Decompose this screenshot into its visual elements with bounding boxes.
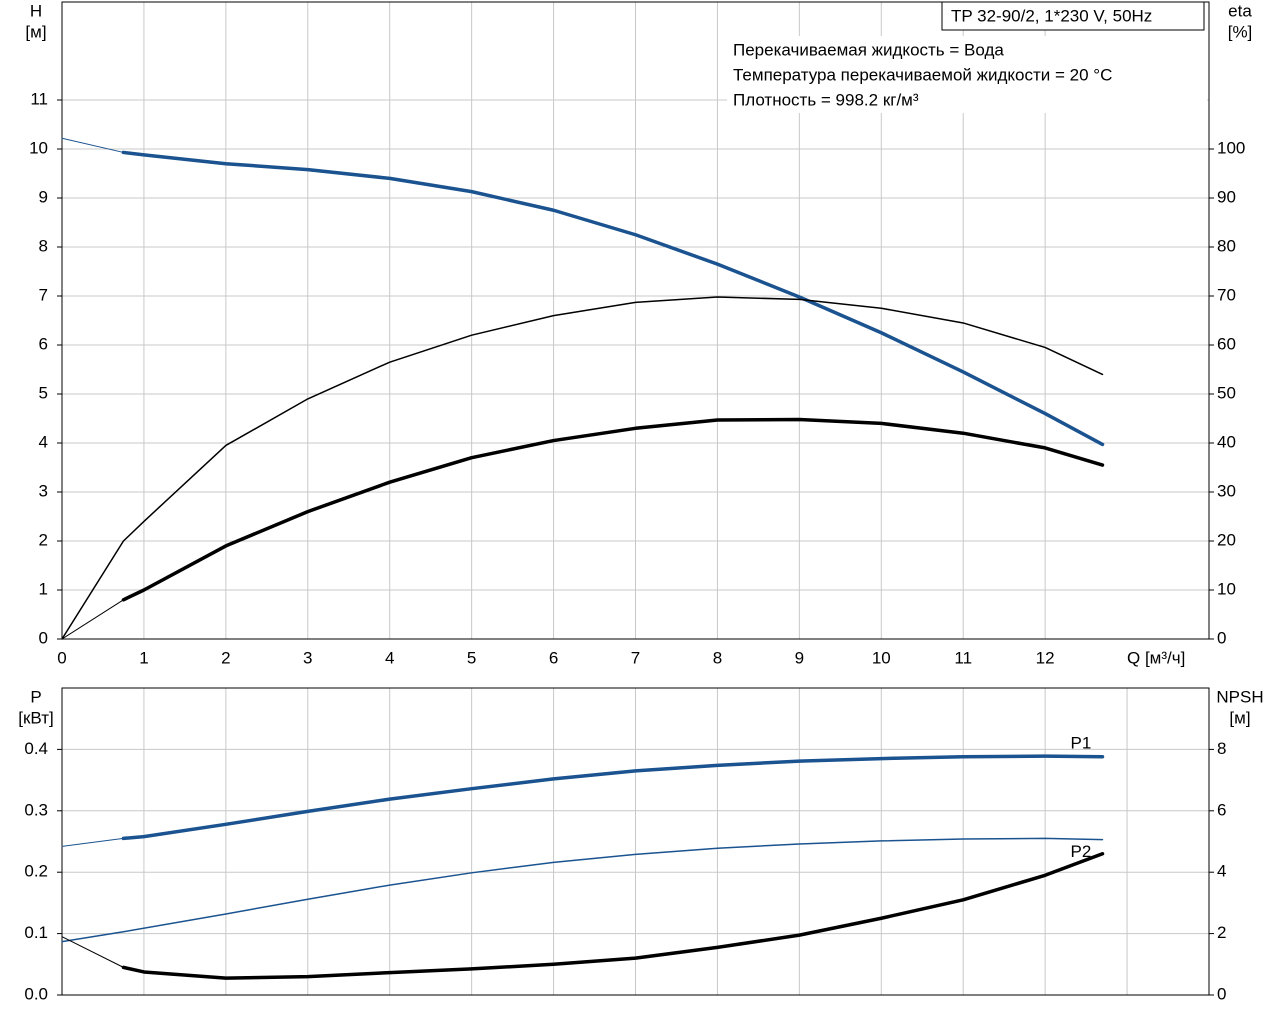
y-tick-label: 10 <box>29 138 48 157</box>
x-label-bg <box>1122 647 1206 671</box>
y-tick-label: 0 <box>39 628 48 647</box>
y2-tick-label: 40 <box>1217 432 1236 451</box>
y2-axis-label: eta <box>1228 1 1252 20</box>
x-tick-label: 3 <box>303 648 312 667</box>
plot-frame <box>61 687 1210 996</box>
y-tick-label: 8 <box>39 236 48 255</box>
y-tick-label: 5 <box>39 383 48 402</box>
y-tick-label: 0.4 <box>24 739 48 758</box>
y-axis-unit: [м] <box>25 22 46 41</box>
x-axis-label: Q [м³/ч] <box>1127 648 1185 667</box>
curve <box>121 417 1105 602</box>
y-axis-label: H <box>30 1 42 20</box>
curve <box>121 754 1105 841</box>
title-box <box>941 1 1205 31</box>
y2-axis-unit: [%] <box>1228 22 1253 41</box>
curve <box>121 150 1105 447</box>
y-tick-label: 3 <box>39 481 48 500</box>
y-tick-label: 0.2 <box>24 862 48 881</box>
annotation-box <box>727 36 1207 113</box>
curve <box>61 837 124 847</box>
y-tick-label: 11 <box>30 89 48 108</box>
series-label: P1 <box>1070 733 1091 752</box>
x-tick-label: 9 <box>795 648 804 667</box>
y2-tick-label: 90 <box>1217 187 1236 206</box>
y2-tick-label: 30 <box>1217 481 1236 500</box>
plot-frame <box>61 1 1210 640</box>
x-tick-label: 0 <box>57 648 66 667</box>
x-tick-label: 12 <box>1036 648 1055 667</box>
y-tick-label: 4 <box>39 432 48 451</box>
y-tick-label: 9 <box>39 187 48 206</box>
y2-tick-label: 0 <box>1217 628 1226 647</box>
annotation: Плотность = 998.2 кг/м³ <box>733 90 919 109</box>
y-tick-label: 0.1 <box>24 923 48 942</box>
x-tick-label: 4 <box>385 648 394 667</box>
annotation: Перекачиваемая жидкость = Вода <box>733 40 1004 59</box>
y2-tick-label: 0 <box>1217 984 1226 1003</box>
annotation: Температура перекачиваемой жидкости = 20… <box>733 65 1112 84</box>
y-tick-label: 2 <box>39 530 48 549</box>
y2-tick-label: 6 <box>1217 800 1226 819</box>
x-tick-label: 10 <box>872 648 891 667</box>
curve <box>61 599 124 640</box>
y2-axis-label: NPSH <box>1216 687 1263 706</box>
y2-tick-label: 2 <box>1217 923 1226 942</box>
x-tick-label: 2 <box>221 648 230 667</box>
y2-tick-label: 60 <box>1217 334 1236 353</box>
y-axis-label: P <box>30 687 41 706</box>
y2-tick-label: 20 <box>1217 530 1236 549</box>
y2-tick-label: 4 <box>1217 862 1226 881</box>
y-tick-label: 0.3 <box>24 800 48 819</box>
y-tick-label: 7 <box>39 285 48 304</box>
chart-title: TP 32-90/2, 1*230 V, 50Hz <box>951 6 1152 25</box>
curve <box>61 296 1104 640</box>
x-tick-label: 5 <box>467 648 476 667</box>
x-tick-label: 8 <box>713 648 722 667</box>
y2-axis-unit: [м] <box>1229 708 1250 727</box>
curve <box>121 852 1105 980</box>
series-label: P2 <box>1070 842 1091 861</box>
y2-tick-label: 100 <box>1217 138 1245 157</box>
y-axis-unit: [кВт] <box>18 708 53 727</box>
curve <box>61 936 124 968</box>
curve <box>61 837 1104 943</box>
y2-tick-label: 70 <box>1217 285 1236 304</box>
y2-tick-label: 10 <box>1217 579 1236 598</box>
x-tick-label: 11 <box>954 648 972 667</box>
y-tick-label: 0.0 <box>24 984 48 1003</box>
x-tick-label: 7 <box>631 648 640 667</box>
curve <box>61 137 124 153</box>
y2-tick-label: 8 <box>1217 739 1226 758</box>
y2-tick-label: 80 <box>1217 236 1236 255</box>
x-tick-label: 1 <box>139 648 148 667</box>
y2-tick-label: 50 <box>1217 383 1236 402</box>
y-tick-label: 6 <box>39 334 48 353</box>
y-tick-label: 1 <box>39 579 48 598</box>
x-tick-label: 6 <box>549 648 558 667</box>
